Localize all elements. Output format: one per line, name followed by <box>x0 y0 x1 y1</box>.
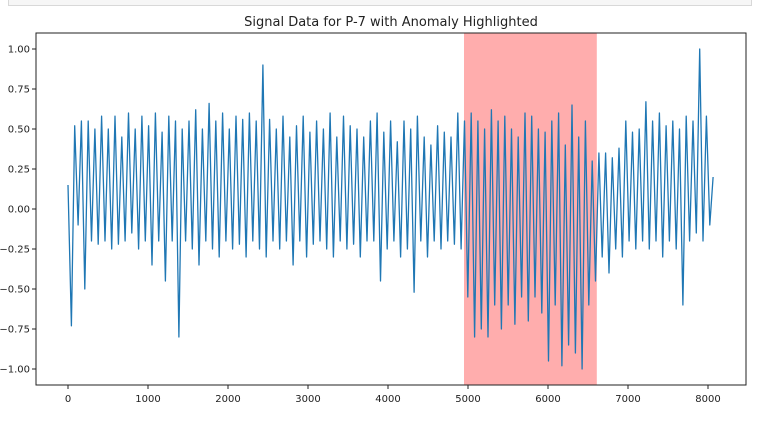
y-tick-label: 0.25 <box>8 165 30 176</box>
y-tick-label: 0.50 <box>8 125 30 136</box>
x-tick-label: 3000 <box>295 394 320 405</box>
x-tick-label: 6000 <box>535 394 560 405</box>
signal-line <box>67 48 714 370</box>
y-tick-label: 0.75 <box>8 85 30 96</box>
x-tick-label: 4000 <box>375 394 400 405</box>
y-tick-label: −1.00 <box>0 365 30 376</box>
y-tick-label: 1.00 <box>8 45 30 56</box>
x-tick-label: 7000 <box>615 394 640 405</box>
x-tick-label: 5000 <box>455 394 480 405</box>
y-tick-label: −0.25 <box>0 245 30 256</box>
y-tick-label: −0.75 <box>0 325 30 336</box>
x-tick-label: 2000 <box>215 394 240 405</box>
x-tick-label: 0 <box>65 394 71 405</box>
chart-title: Signal Data for P-7 with Anomaly Highlig… <box>244 15 538 30</box>
window-frame-strip <box>8 0 752 6</box>
y-tick-label: 0.00 <box>8 205 30 216</box>
x-tick-label: 8000 <box>695 394 720 405</box>
plot-frame <box>35 32 747 386</box>
x-tick-label: 1000 <box>135 394 160 405</box>
y-tick-label: −0.50 <box>0 285 30 296</box>
